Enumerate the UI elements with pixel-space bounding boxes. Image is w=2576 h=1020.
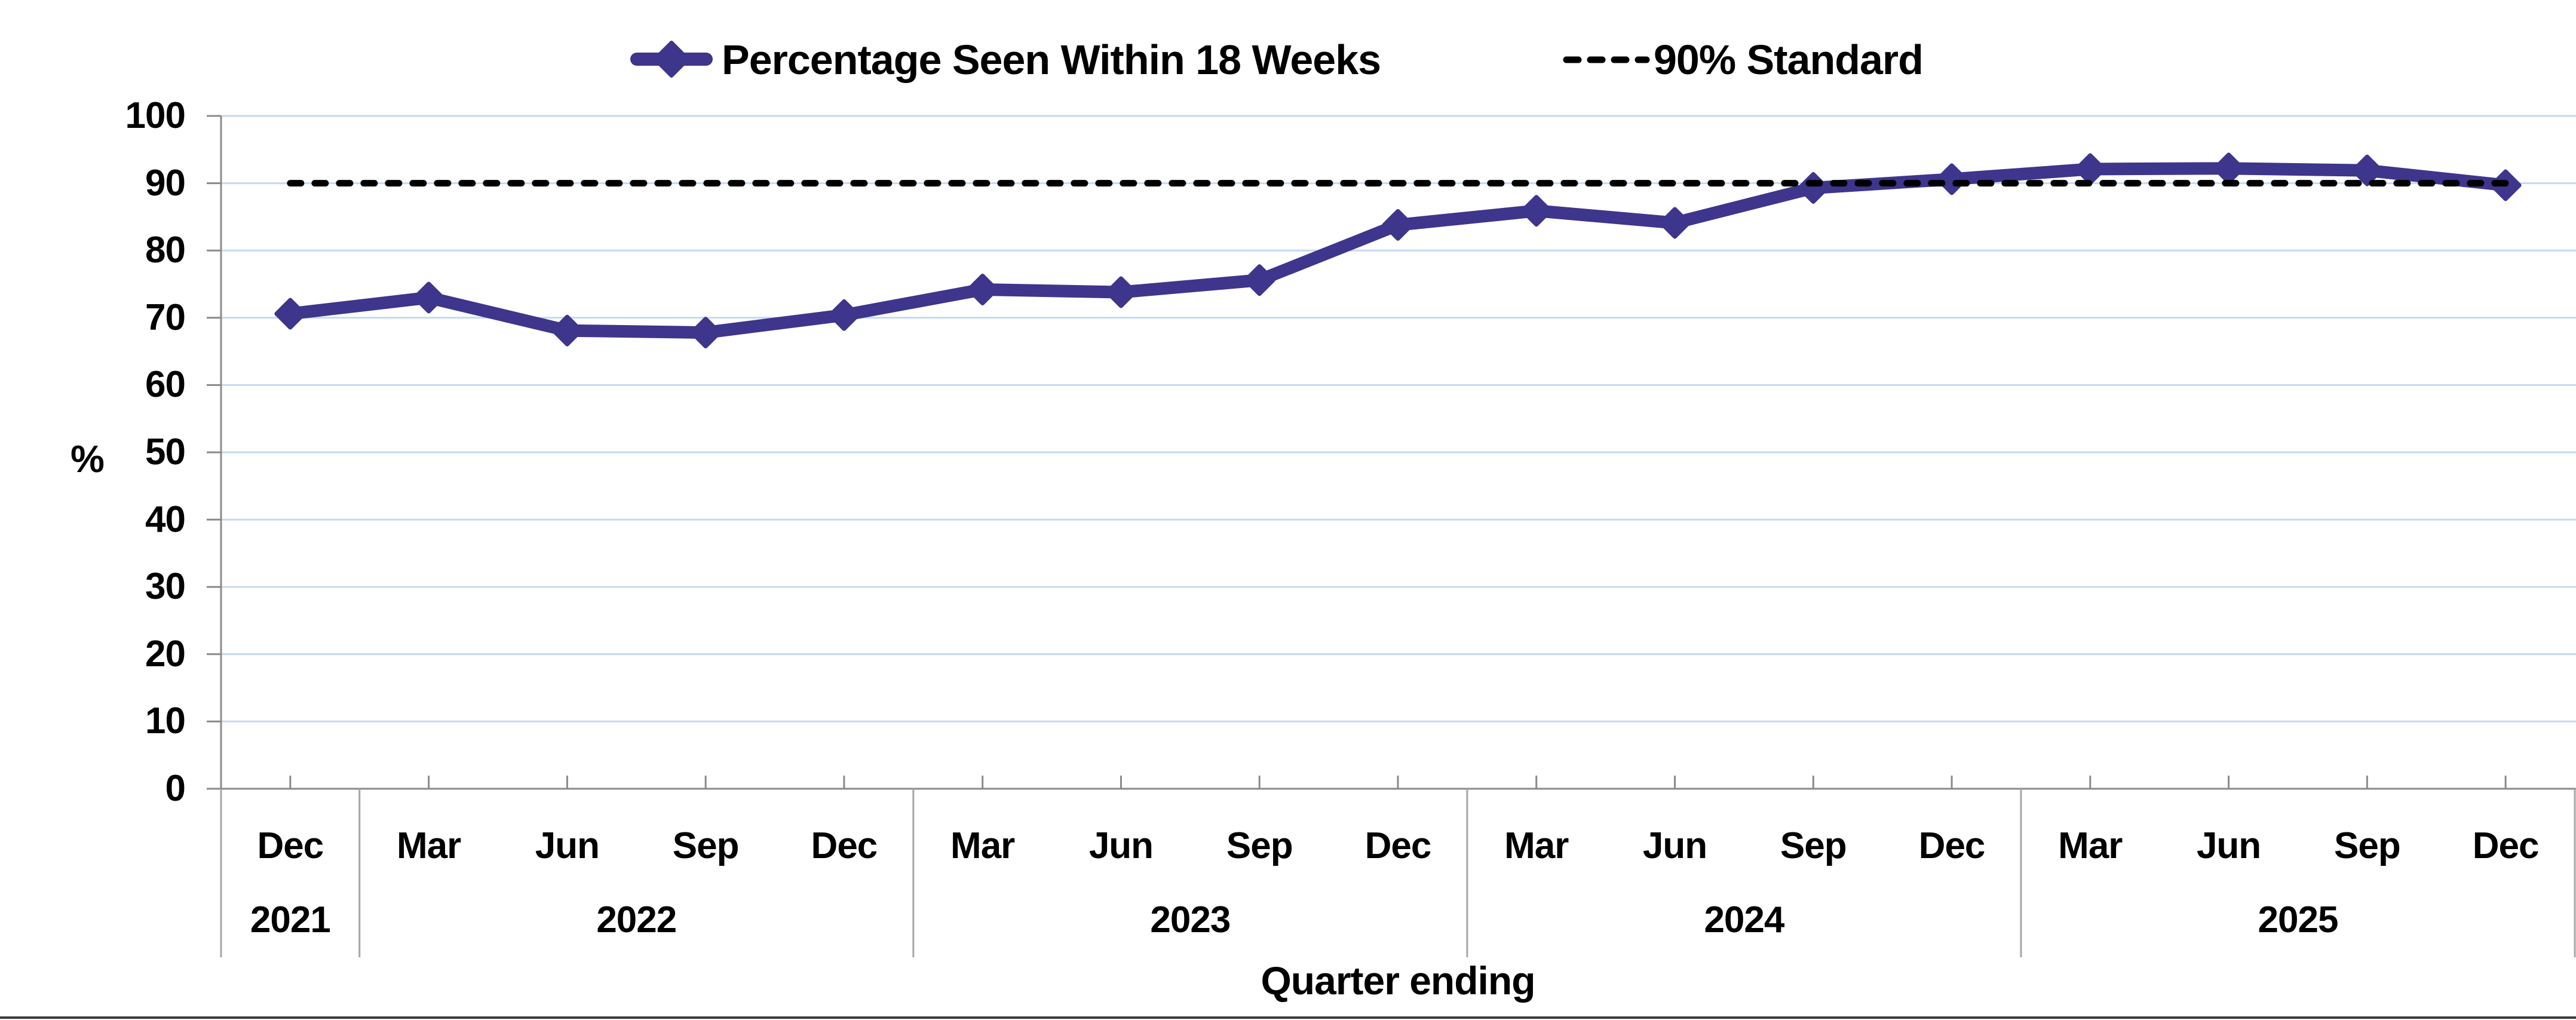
x-month-label: Jun	[535, 825, 600, 866]
data-point-marker	[967, 274, 999, 306]
data-point-marker	[1520, 195, 1553, 227]
x-month-label: Sep	[2333, 825, 2401, 866]
y-tick-label: 60	[145, 364, 186, 406]
x-month-label: Mar	[2058, 825, 2123, 866]
y-tick-label: 70	[145, 296, 186, 338]
data-point-marker	[2351, 154, 2383, 186]
x-month-label: Jun	[1088, 825, 1154, 866]
x-month-label: Mar	[1504, 825, 1569, 866]
x-month-label: Dec	[257, 825, 324, 866]
data-point-marker	[1797, 171, 1829, 204]
y-tick-label: 0	[165, 768, 186, 809]
y-tick-label: 90	[145, 162, 186, 204]
x-month-label: Mar	[396, 825, 461, 866]
data-point-marker	[1659, 207, 1691, 239]
data-point-marker	[1105, 276, 1137, 308]
data-point-marker	[2074, 153, 2106, 185]
y-axis-unit-label: %	[70, 437, 105, 480]
x-month-label: Jun	[1642, 825, 1707, 866]
series-legend-marker-icon	[630, 41, 713, 78]
x-axis-title: Quarter ending	[1261, 958, 1535, 1003]
x-year-label: 2023	[1150, 899, 1231, 941]
y-tick-label: 10	[145, 700, 186, 742]
chart-bottom-border	[0, 1016, 2576, 1019]
y-tick-label: 100	[125, 95, 186, 136]
legend-label-standard: 90% Standard	[1654, 36, 1924, 83]
x-month-label: Dec	[811, 825, 878, 866]
y-tick-label: 40	[145, 498, 186, 540]
x-month-label: Dec	[1918, 825, 1986, 866]
data-point-marker	[551, 314, 583, 347]
data-point-marker	[689, 317, 722, 349]
data-point-marker	[1243, 264, 1275, 296]
x-year-label: 2024	[1704, 899, 1784, 941]
x-year-label: 2022	[596, 899, 677, 941]
x-month-label: Dec	[1364, 825, 1432, 866]
data-point-marker	[413, 281, 445, 314]
legend-markers	[630, 41, 1650, 78]
x-year-label: 2021	[250, 899, 331, 941]
data-point-marker	[2213, 152, 2245, 185]
legend-label-series: Percentage Seen Within 18 Weeks	[722, 36, 1381, 83]
x-month-label: Sep	[1780, 825, 1847, 866]
y-tick-label: 50	[145, 431, 186, 473]
data-point-marker	[1936, 163, 1968, 195]
data-point-marker	[828, 299, 860, 331]
y-tick-label: 80	[145, 229, 186, 271]
x-month-label: Sep	[1226, 825, 1293, 866]
x-year-label: 2025	[2258, 899, 2339, 941]
x-month-label: Sep	[672, 825, 740, 866]
x-month-label: Jun	[2196, 825, 2261, 866]
data-point-marker	[1382, 209, 1414, 241]
x-month-label: Mar	[950, 825, 1015, 866]
data-point-marker	[274, 298, 306, 330]
x-month-label: Dec	[2472, 825, 2540, 866]
y-tick-label: 30	[145, 566, 186, 608]
y-tick-label: 20	[145, 633, 186, 675]
